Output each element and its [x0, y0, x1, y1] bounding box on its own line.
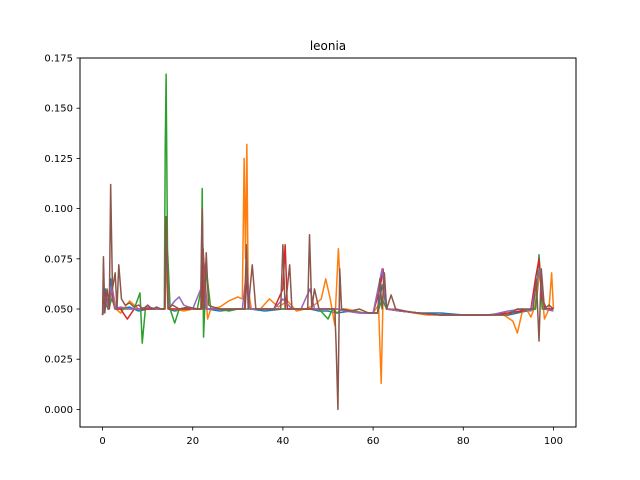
series-layer — [101, 73, 555, 411]
x-tick-label: 100 — [544, 436, 563, 447]
y-tick-label: 0.000 — [44, 405, 73, 416]
y-tick-label: 0.075 — [44, 254, 73, 265]
series-line-2 — [101, 143, 555, 385]
x-tick-label: 0 — [99, 436, 105, 447]
y-tick-label: 0.050 — [44, 305, 73, 316]
y-tick-label: 0.125 — [44, 154, 73, 165]
series-line-3 — [101, 73, 554, 344]
y-tick-label: 0.175 — [44, 54, 73, 65]
x-axis-ticks: 0 20 40 60 80 100 — [99, 427, 563, 447]
x-tick-label: 80 — [457, 436, 470, 447]
y-tick-label: 0.025 — [44, 355, 73, 366]
series-line-6 — [101, 183, 554, 411]
x-tick-label: 40 — [277, 436, 290, 447]
y-tick-label: 0.150 — [44, 104, 73, 115]
plot-area-frame — [79, 57, 577, 428]
y-tick-label: 0.100 — [44, 204, 73, 215]
x-tick-label: 20 — [186, 436, 199, 447]
y-axis-ticks: 0.000 0.025 0.050 0.075 0.100 0.125 0.150 0.175 — [44, 54, 80, 416]
chart-title: leonia — [310, 39, 346, 53]
x-tick-label: 60 — [367, 436, 380, 447]
